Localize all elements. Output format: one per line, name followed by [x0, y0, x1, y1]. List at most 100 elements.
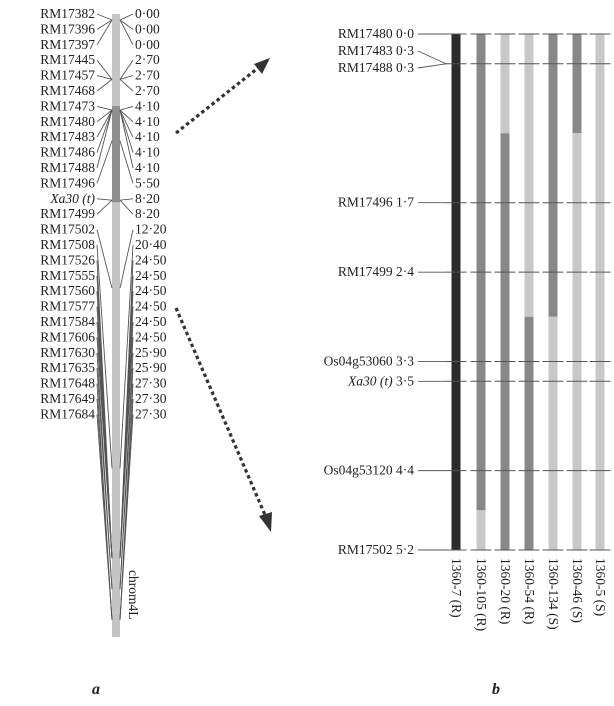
- panel-b-fine-map: RM17480 0·0 RM17483 0·3 RM17488 0·3 RM17496…: [324, 26, 611, 631]
- marker-position: 12·20: [135, 222, 167, 237]
- marker-name: RM17648: [40, 376, 95, 391]
- marker-name: RM17526: [40, 252, 95, 267]
- position-connector: [119, 13, 134, 21]
- genotype-segment: [451, 34, 461, 550]
- panel-b-letter: b: [492, 681, 500, 698]
- fine-marker-label: RM17488 0·3: [338, 60, 414, 75]
- genotype-segment: [476, 510, 486, 550]
- marker-name: RM17649: [40, 391, 95, 406]
- marker-position: 27·30: [135, 376, 167, 391]
- position-connector: [119, 109, 134, 138]
- marker-name: RM17468: [40, 83, 95, 98]
- line-label: 1360-46 (S): [570, 558, 585, 623]
- position-connector: [119, 109, 134, 153]
- position-connector: [119, 109, 134, 123]
- fine-marker-label: RM17496 1·7: [338, 195, 414, 210]
- marker-connector: [96, 414, 113, 621]
- chromosome-label: chrom4L: [126, 570, 141, 620]
- panel-a-linkage-map: RM17382 0·00 RM17396 0·00 RM17397 0·00 RM17445…: [40, 6, 167, 637]
- marker-name: RM17445: [40, 52, 95, 67]
- marker-position: 2·70: [135, 83, 160, 98]
- marker-connector: [96, 109, 113, 169]
- marker-position: 8·20: [135, 191, 160, 206]
- marker-name: RM17396: [40, 21, 95, 36]
- marker-name: RM17499: [40, 206, 95, 221]
- marker-name: RM17473: [40, 98, 95, 113]
- marker-connector: [96, 75, 113, 80]
- marker-position: 24·50: [135, 268, 167, 283]
- marker-position: 4·10: [135, 145, 160, 160]
- marker-name: RM17606: [40, 329, 95, 344]
- marker-connector: [96, 109, 113, 153]
- marker-position: 24·50: [135, 329, 167, 344]
- lower-arrow-head: [259, 512, 272, 532]
- marker-name: RM17630: [40, 345, 95, 360]
- marker-name: RM17486: [40, 145, 95, 160]
- fine-marker-label: RM17499 2·4: [338, 264, 414, 279]
- marker-name: RM17508: [40, 237, 95, 252]
- marker-name: RM17577: [40, 299, 95, 314]
- position-connector: [119, 75, 134, 80]
- marker-name: RM17457: [40, 68, 95, 83]
- position-connector: [119, 368, 134, 590]
- marker-position: 2·70: [135, 68, 160, 83]
- marker-name: Xa30 (t): [49, 191, 95, 206]
- marker-position: 4·10: [135, 160, 160, 175]
- position-connector: [119, 140, 134, 184]
- position-connector: [119, 244, 134, 469]
- fine-marker-label: Xa30 (t) 3·5: [347, 373, 414, 388]
- marker-position: 25·90: [135, 345, 167, 360]
- marker-position: 24·50: [135, 299, 167, 314]
- marker-connector: [96, 19, 113, 30]
- panel-a-letter: a: [92, 681, 100, 698]
- line-label: 1360-105 (R): [474, 558, 489, 631]
- position-connector: [119, 19, 134, 30]
- line-label: 1360-54 (R): [522, 558, 537, 624]
- marker-name: RM17397: [40, 37, 95, 52]
- genotype-segment: [524, 34, 534, 317]
- marker-position: 25·90: [135, 360, 167, 375]
- marker-connector: [96, 337, 113, 559]
- position-connector: [119, 414, 134, 621]
- marker-position: 0·00: [135, 6, 160, 21]
- position-connector: [119, 79, 134, 92]
- marker-position: 5·50: [135, 175, 160, 190]
- marker-position: 27·30: [135, 391, 167, 406]
- marker-position: 2·70: [135, 52, 160, 67]
- marker-connector: [96, 244, 113, 469]
- position-connector: [119, 59, 134, 80]
- zoom-arrows: [174, 58, 272, 532]
- marker-connector: [96, 368, 113, 590]
- line-label: 1360-20 (R): [498, 558, 513, 624]
- fine-marker-label: RM17502 5·2: [338, 542, 414, 557]
- marker-connector: [96, 199, 113, 215]
- marker-connector: [96, 19, 113, 46]
- position-connector: [119, 198, 134, 201]
- marker-position: 24·50: [135, 314, 167, 329]
- line-label: 1360-5 (S): [593, 558, 608, 616]
- line-label: 1360-134 (S): [546, 558, 561, 630]
- position-connector: [119, 105, 134, 111]
- genotype-segment: [572, 34, 582, 134]
- position-connector: [119, 110, 134, 169]
- marker-position: 0·00: [135, 37, 160, 52]
- marker-connector: [96, 198, 113, 201]
- marker-position: 4·10: [135, 129, 160, 144]
- line-label: 1360-7 (R): [449, 558, 464, 618]
- genotype-segment: [595, 34, 605, 550]
- marker-connector: [96, 78, 113, 92]
- marker-name: RM17483: [40, 129, 95, 144]
- marker-connector: [96, 140, 113, 184]
- genotype-segment: [500, 34, 510, 134]
- marker-position: 4·10: [135, 114, 160, 129]
- marker-name: RM17684: [40, 406, 95, 421]
- chromosome-bar: [112, 14, 120, 637]
- upper-arrow-head: [254, 58, 270, 74]
- marker-position: 24·50: [135, 252, 167, 267]
- marker-name: RM17382: [40, 6, 95, 21]
- genotype-segment: [524, 316, 534, 550]
- marker-name: RM17502: [40, 222, 95, 237]
- genotype-segment: [500, 133, 510, 550]
- marker-connector: [96, 13, 113, 21]
